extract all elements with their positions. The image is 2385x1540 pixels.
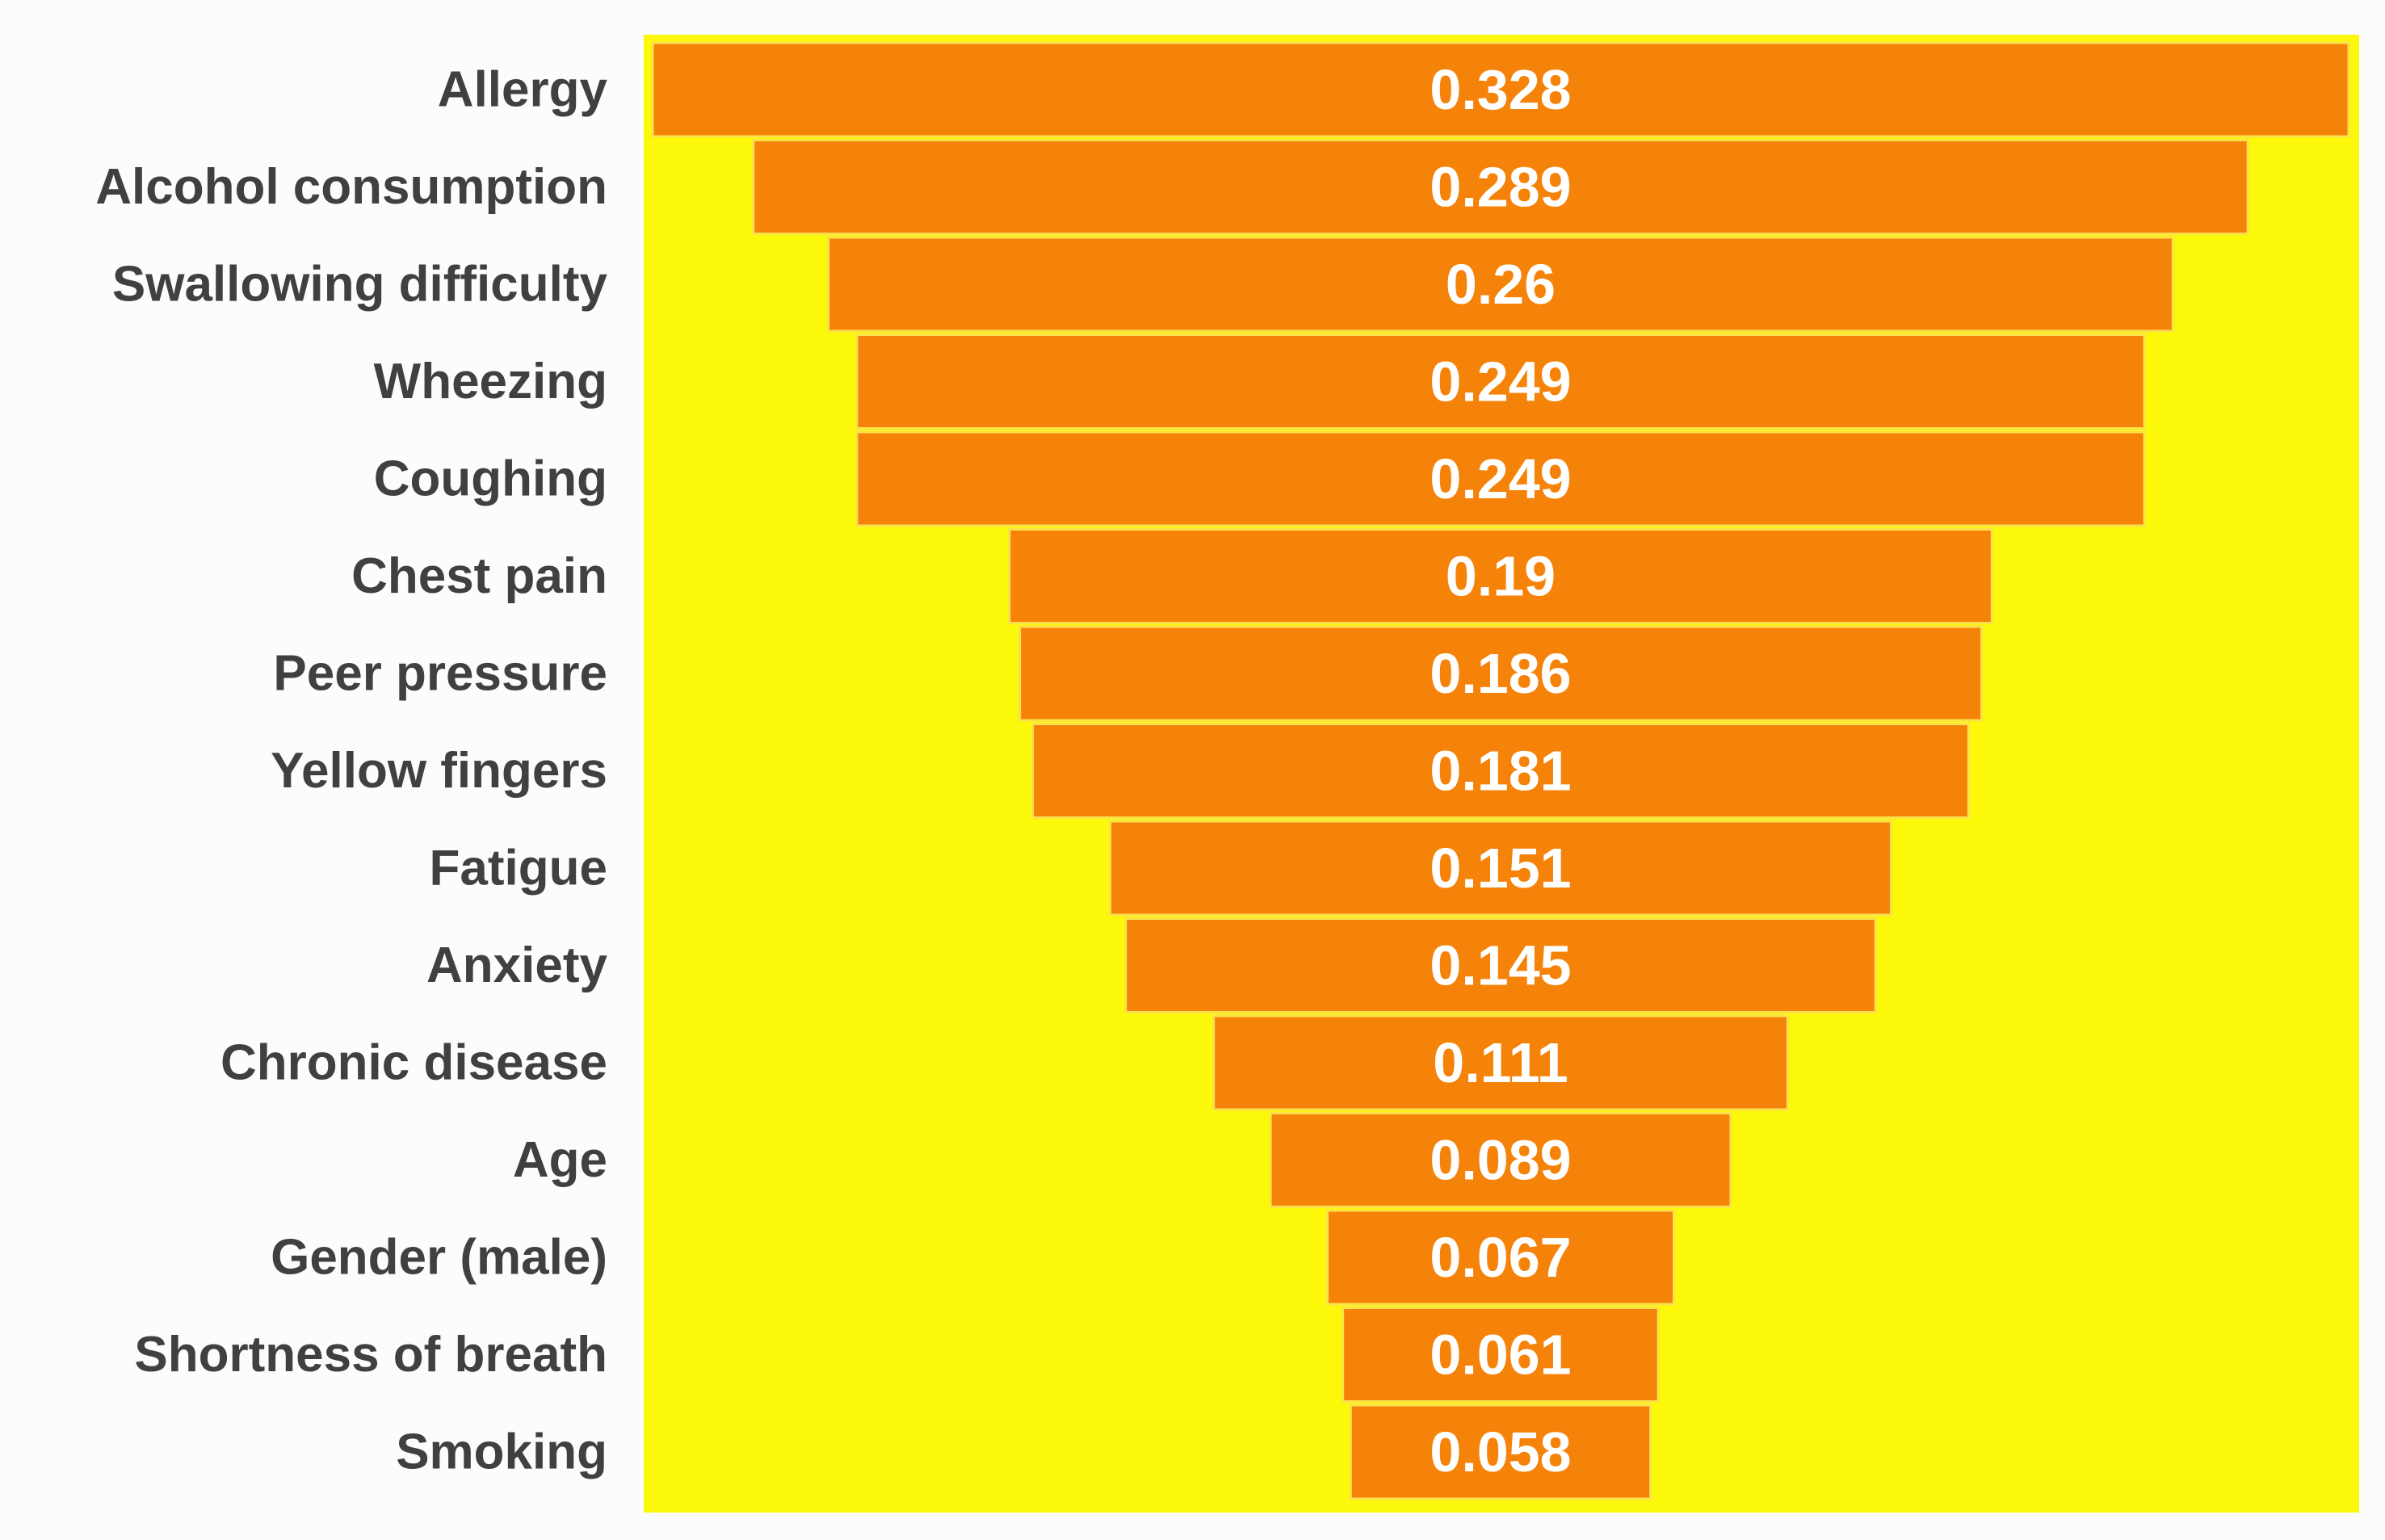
bar-11 xyxy=(1269,1112,1732,1208)
value-label-6: 0.186 xyxy=(1430,642,1571,705)
category-label-6: Peer pressure xyxy=(273,646,607,702)
category-label-3: Wheezing xyxy=(374,354,607,409)
value-label-2: 0.26 xyxy=(1446,253,1556,316)
value-label-0: 0.328 xyxy=(1430,58,1571,121)
bar-1 xyxy=(752,139,2249,235)
bar-5 xyxy=(1008,528,1993,624)
value-label-11: 0.089 xyxy=(1430,1129,1571,1192)
value-label-1: 0.289 xyxy=(1430,156,1571,219)
bar-3 xyxy=(855,334,2146,430)
category-label-11: Age xyxy=(513,1132,607,1188)
bar-6 xyxy=(1018,625,1983,722)
category-labels-group: Allergy Alcohol consumption Swallowing dif… xyxy=(95,62,607,1480)
bar-14 xyxy=(1349,1404,1652,1500)
category-label-2: Swallowing difficulty xyxy=(112,257,608,313)
bar-12 xyxy=(1326,1209,1675,1306)
category-label-13: Shortness of breath xyxy=(134,1327,607,1383)
value-label-10: 0.111 xyxy=(1433,1031,1568,1094)
value-label-13: 0.061 xyxy=(1430,1324,1571,1387)
category-label-4: Coughing xyxy=(374,451,607,507)
category-label-8: Fatigue xyxy=(430,841,607,896)
bar-4 xyxy=(855,430,2146,527)
value-label-8: 0.151 xyxy=(1430,837,1571,900)
category-label-1: Alcohol consumption xyxy=(95,159,607,215)
bar-9 xyxy=(1124,917,1877,1013)
category-label-14: Smoking xyxy=(396,1425,607,1480)
bar-8 xyxy=(1109,820,1892,917)
value-label-14: 0.058 xyxy=(1430,1420,1571,1483)
category-label-10: Chronic disease xyxy=(220,1035,607,1091)
value-label-4: 0.249 xyxy=(1430,447,1571,510)
value-labels-group: 0.328 0.289 0.26 0.249 0.249 0.19 0.186 0.181 0.… xyxy=(1430,58,1571,1483)
category-label-12: Gender (male) xyxy=(271,1230,607,1286)
value-label-7: 0.181 xyxy=(1430,740,1571,803)
value-label-12: 0.067 xyxy=(1430,1226,1571,1289)
bar-10 xyxy=(1212,1014,1789,1111)
value-label-3: 0.249 xyxy=(1430,350,1571,413)
bar-2 xyxy=(827,236,2174,333)
bar-7 xyxy=(1031,723,1970,819)
category-label-0: Allergy xyxy=(438,62,608,118)
bar-0 xyxy=(651,41,2350,138)
bars-group xyxy=(651,41,2350,1500)
value-label-9: 0.145 xyxy=(1430,934,1571,997)
category-label-9: Anxiety xyxy=(426,938,607,993)
value-label-5: 0.19 xyxy=(1446,545,1556,608)
category-label-5: Chest pain xyxy=(351,548,607,604)
bar-13 xyxy=(1342,1307,1660,1403)
category-label-7: Yellow fingers xyxy=(271,743,607,799)
